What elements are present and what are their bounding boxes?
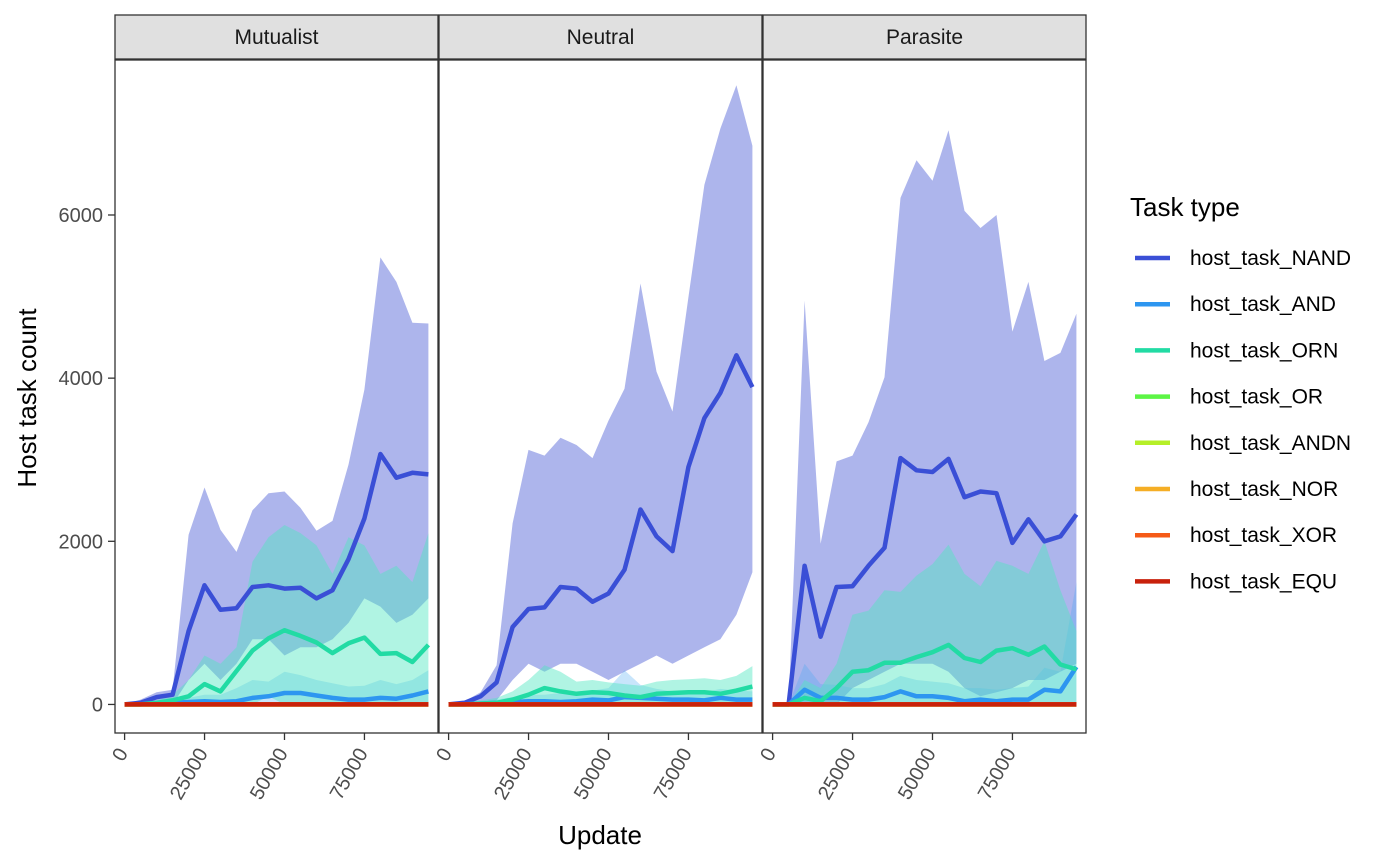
facet-strip-background xyxy=(438,14,763,60)
x-tick-label: 0 xyxy=(432,745,457,766)
legend-label: host_task_XOR xyxy=(1190,524,1337,547)
facet-strip-background xyxy=(762,14,1087,60)
y-axis-title: Host task count xyxy=(12,308,42,488)
line-host-task-nand xyxy=(448,353,755,707)
legend-label: host_task_NOR xyxy=(1190,478,1338,501)
legend-label: host_task_NAND xyxy=(1190,247,1351,270)
x-tick-label: 25000 xyxy=(814,745,861,804)
ribbon-host-task-nand xyxy=(448,85,753,705)
x-tick-label: 0 xyxy=(108,745,133,766)
y-tick-label: 4000 xyxy=(59,368,104,390)
line-host-task-orn xyxy=(124,627,431,707)
x-tick-label: 25000 xyxy=(490,745,537,804)
x-tick-label: 75000 xyxy=(650,745,697,804)
legend-title: Task type xyxy=(1130,192,1240,222)
legend: host_task_NAND host_task_AND host_task_ORN… xyxy=(1135,247,1351,593)
facet-panel-neutral: Neutral 0 25000 50000 75000 xyxy=(432,14,763,804)
legend-label: host_task_OR xyxy=(1190,386,1323,409)
y-tick-label: 0 xyxy=(92,694,103,716)
y-tick-label: 2000 xyxy=(59,531,104,553)
line-host-task-nand xyxy=(772,455,1079,707)
x-tick-label: 75000 xyxy=(974,745,1021,804)
x-tick-label: 0 xyxy=(756,745,781,766)
x-tick-label: 75000 xyxy=(326,745,373,804)
ribbon-host-task-nand xyxy=(772,130,1077,705)
panel-border xyxy=(114,59,439,734)
x-tick-label: 50000 xyxy=(246,745,293,804)
legend-label: host_task_ORN xyxy=(1190,339,1338,362)
line-host-task-nand xyxy=(124,451,429,707)
panel-border xyxy=(762,59,1087,734)
ribbon-host-task-orn xyxy=(124,525,429,705)
facet-strip-label: Neutral xyxy=(567,26,635,49)
facet-panel-mutualist: Mutualist 0 25000 50000 75000 0 2000 4000 6000 xyxy=(59,14,439,804)
legend-label: host_task_ANDN xyxy=(1190,432,1351,455)
legend-label: host_task_AND xyxy=(1190,293,1336,316)
ribbon-host-task-and xyxy=(124,670,429,705)
x-axis-title: Update xyxy=(558,820,642,850)
facet-strip-label: Parasite xyxy=(886,26,963,49)
x-tick-label: 50000 xyxy=(894,745,941,804)
line-host-task-orn xyxy=(772,642,1078,707)
panel-border xyxy=(438,59,763,734)
x-tick-label: 25000 xyxy=(166,745,213,804)
facet-panel-parasite: Parasite 0 25000 50000 75000 xyxy=(756,14,1087,804)
y-tick-label: 6000 xyxy=(59,205,104,227)
facet-strip-label: Mutualist xyxy=(234,26,318,49)
ribbon-host-task-orn xyxy=(772,541,1077,705)
legend-label: host_task_EQU xyxy=(1190,570,1337,593)
facet-strip-background xyxy=(114,14,439,60)
x-tick-label: 50000 xyxy=(570,745,617,804)
